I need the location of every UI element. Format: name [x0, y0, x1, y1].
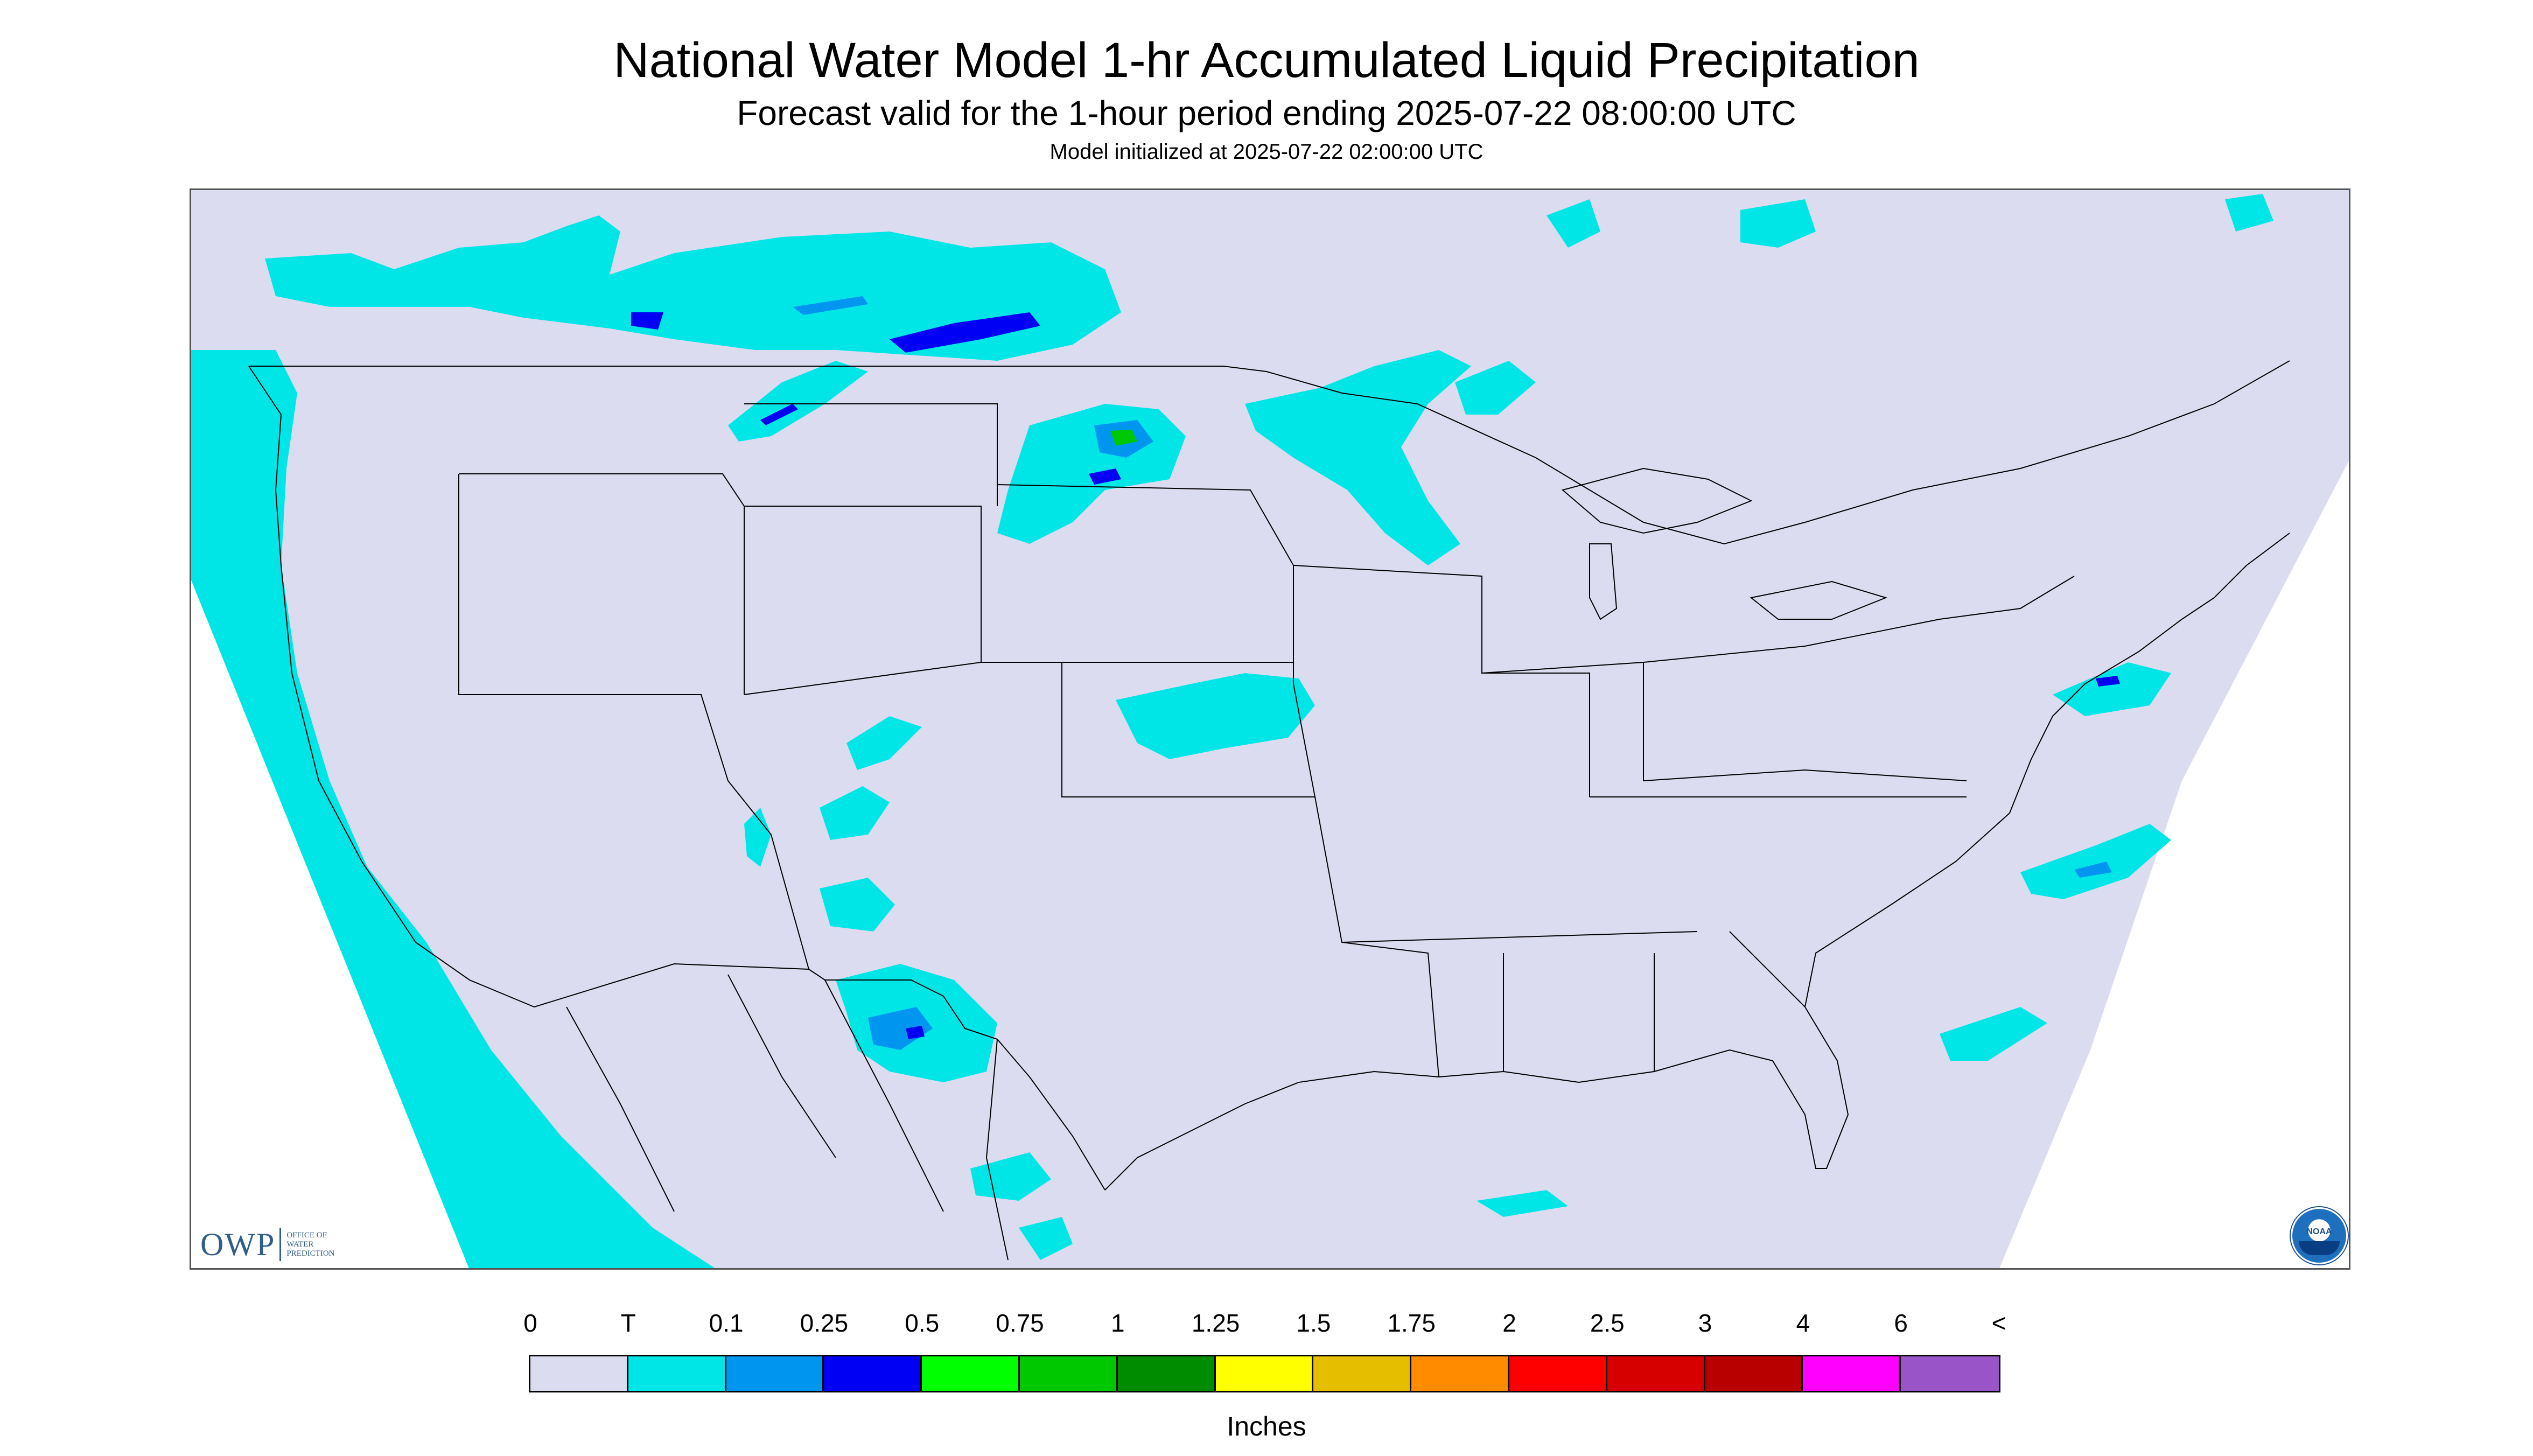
precip-nd-moderate: [1089, 468, 1121, 485]
legend-label: 0: [523, 1309, 537, 1337]
precip-maine: [1740, 199, 1816, 248]
us-canada-border: [249, 360, 2290, 545]
great-lakes: [1561, 467, 1888, 620]
legend-label: 0.75: [996, 1309, 1044, 1337]
precip-gulf-streak: [1477, 1190, 1568, 1217]
precip-atlantic-south: [1940, 1007, 2047, 1061]
mexico-states: [566, 974, 1009, 1261]
legend-label: 4: [1796, 1309, 1810, 1337]
us-mexico-border: [534, 963, 1105, 1191]
legend-swatch: [1117, 1356, 1216, 1391]
precip-montana-moderate: [760, 404, 798, 425]
precip-mexico-far-south: [1019, 1217, 1073, 1260]
legend-label: 1.25: [1191, 1309, 1240, 1337]
legend-swatch: [1803, 1356, 1901, 1391]
legend-swatch: [1411, 1356, 1509, 1391]
legend-label: T: [620, 1309, 636, 1337]
legend-swatch: [922, 1356, 1020, 1391]
legend-label: 1: [1111, 1309, 1125, 1337]
conus-west-coast: [248, 366, 535, 1007]
owp-logo-mark: OWP: [200, 1226, 276, 1262]
legend-swatch: [530, 1356, 628, 1391]
precip-quebec: [1547, 199, 1600, 248]
precip-nova-scotia-north: [2225, 194, 2273, 232]
noaa-logo-text: NOAA: [2306, 1227, 2332, 1236]
precip-mexico-light: [868, 1007, 933, 1050]
legend-label: 2.5: [1590, 1309, 1625, 1337]
noaa-logo: NOAA: [2291, 1207, 2348, 1264]
precip-pacific: [190, 350, 717, 1270]
precip-mexico-south: [970, 1152, 1051, 1201]
owp-logo-text: OFFICE OF WATER PREDICTION: [286, 1230, 335, 1258]
map-subtitle: Forecast valid for the 1-hour period end…: [737, 94, 1796, 132]
boundaries: [248, 360, 2290, 1261]
legend-label: 0.1: [709, 1309, 744, 1337]
legend-label: 6: [1894, 1309, 1908, 1337]
precip-colorado-streaks: [846, 716, 922, 770]
legend-labels: 0 T 0.1 0.25 0.5 0.75 1 1.25 1.5 1.75 2 2.5 3 4 6 <: [0, 1308, 2533, 1341]
precip-kansas: [1116, 673, 1315, 759]
legend-swatch: [1705, 1356, 1803, 1391]
gulf-coast: [1104, 533, 2290, 1191]
owp-logo-divider: [279, 1228, 282, 1261]
map-title: National Water Model 1-hr Accumulated Li…: [613, 33, 1920, 88]
legend-swatch: [1607, 1356, 1705, 1391]
legend-label: 1.75: [1387, 1309, 1436, 1337]
legend-label: 2: [1502, 1309, 1516, 1337]
precip-canada-moderate-1: [890, 312, 1040, 353]
legend-swatch: [1313, 1356, 1412, 1391]
precip-atlantic-carolina-light: [2074, 862, 2112, 878]
map-frame: [190, 188, 2350, 1270]
precip-minnesota-east: [1455, 361, 1536, 415]
legend-label: <: [1991, 1309, 2006, 1337]
legend-swatch: [1901, 1356, 1999, 1391]
init-time: Model initialized at 2025-07-22 02:00:00…: [1049, 140, 1484, 164]
precip-mid-atlantic: [2053, 662, 2171, 716]
precip-arizona: [744, 808, 771, 867]
precipitation-map: [190, 188, 2350, 1270]
noaa-logo-wave: [2299, 1241, 2340, 1255]
legend-label: 0.25: [800, 1309, 849, 1337]
precip-nd-heavy: [1110, 430, 1137, 446]
legend-swatch: [1509, 1356, 1607, 1391]
legend-swatch: [1215, 1356, 1314, 1391]
legend-label: 1.5: [1296, 1309, 1331, 1337]
precip-new-mexico: [820, 786, 890, 840]
precip-sonora: [820, 878, 895, 932]
legend-swatch: [824, 1356, 922, 1391]
legend-swatch: [628, 1356, 726, 1391]
domain-mask-right: [1999, 458, 2350, 1270]
precip-canada-moderate-2: [631, 312, 663, 330]
legend-swatch: [726, 1356, 824, 1391]
precip-mexico-moderate: [906, 1026, 925, 1039]
precip-canada-band: [265, 215, 1121, 361]
owp-logo: OWP OFFICE OF WATER PREDICTION: [200, 1226, 335, 1263]
precip-canada-light: [793, 296, 868, 315]
precip-mid-atlantic-moderate: [2096, 676, 2120, 687]
legend-swatch: [1019, 1356, 1118, 1391]
precip-atlantic-carolina: [2020, 824, 2171, 899]
legend-units: Inches: [1227, 1411, 1306, 1441]
legend-colorbar: [529, 1355, 2000, 1392]
legend-label: 0.5: [905, 1309, 940, 1337]
state-lines: [458, 403, 2075, 1077]
legend-label: 3: [1698, 1309, 1712, 1337]
